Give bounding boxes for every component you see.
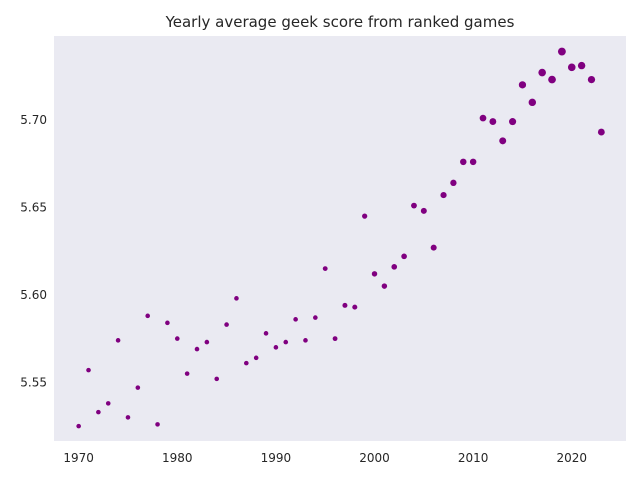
data-point (234, 296, 239, 301)
data-point (460, 158, 467, 166)
data-point (430, 244, 437, 251)
data-point (174, 336, 180, 341)
y-tick-label: 5.65 (20, 200, 47, 214)
data-point (194, 346, 200, 352)
data-point (105, 401, 111, 406)
data-point (263, 331, 269, 336)
data-point (115, 338, 121, 343)
data-point (440, 192, 447, 199)
plot-area (54, 36, 626, 441)
data-point (557, 47, 566, 56)
data-point (548, 75, 556, 84)
data-point (587, 75, 596, 84)
x-axis-ticks: 1970 1980 1990 2000 2010 2020 (63, 451, 587, 465)
data-point (165, 320, 170, 326)
data-point (332, 336, 338, 342)
data-point (86, 367, 91, 373)
data-point (597, 128, 605, 136)
y-tick-label: 5.70 (20, 113, 47, 127)
data-point (391, 264, 398, 270)
y-axis-ticks: 5.55 5.60 5.65 5.70 (20, 113, 47, 390)
y-tick-label: 5.60 (20, 288, 47, 302)
data-point (381, 283, 388, 289)
data-point (401, 253, 407, 260)
points-layer (76, 47, 605, 429)
data-point (411, 202, 417, 209)
x-tick-label: 2000 (359, 451, 390, 465)
data-point (253, 355, 259, 361)
data-point (184, 371, 190, 376)
data-point (135, 385, 141, 390)
data-point (125, 415, 131, 420)
data-point (371, 271, 378, 277)
x-tick-label: 1980 (162, 451, 193, 465)
data-point (322, 266, 328, 272)
data-point (244, 360, 249, 366)
data-point (420, 207, 427, 214)
data-point (567, 63, 576, 72)
data-point (155, 422, 160, 427)
data-point (273, 345, 279, 350)
data-point (293, 317, 298, 322)
data-point (303, 338, 308, 343)
data-point (96, 409, 101, 415)
data-point (528, 98, 537, 107)
data-point (362, 213, 368, 219)
x-tick-label: 2020 (556, 451, 587, 465)
data-point (538, 68, 546, 77)
chart-title: Yearly average geek score from ranked ga… (165, 13, 515, 31)
data-point (76, 423, 81, 429)
data-point (342, 302, 348, 308)
data-point (489, 118, 497, 125)
data-point (224, 322, 229, 327)
data-point (469, 158, 477, 166)
data-point (509, 118, 517, 126)
y-tick-label: 5.55 (20, 375, 47, 389)
x-tick-label: 1970 (63, 451, 94, 465)
data-point (518, 81, 527, 89)
x-tick-label: 1990 (261, 451, 292, 465)
x-tick-label: 2010 (458, 451, 489, 465)
data-point (499, 137, 507, 145)
data-point (352, 304, 358, 310)
data-point (283, 339, 289, 345)
data-point (450, 179, 457, 187)
data-point (204, 339, 210, 345)
data-point (577, 61, 586, 70)
data-point (479, 114, 487, 122)
data-point (313, 315, 318, 320)
data-point (145, 313, 150, 319)
data-point (214, 376, 220, 382)
